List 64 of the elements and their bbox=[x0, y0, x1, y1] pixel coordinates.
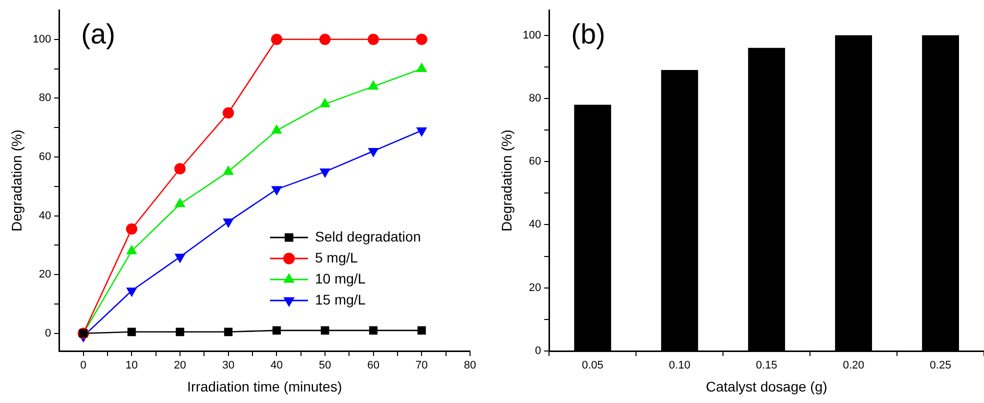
point bbox=[272, 186, 282, 195]
legend-label: 10 mg/L bbox=[315, 270, 366, 286]
point bbox=[368, 148, 378, 157]
y-tick-label: 80 bbox=[528, 92, 542, 104]
x-tick-label: 0.25 bbox=[930, 360, 952, 372]
x-tick-label: 60 bbox=[367, 360, 380, 372]
x-tick-label: 0.20 bbox=[842, 360, 864, 372]
x-tick-label: 0.15 bbox=[756, 360, 778, 372]
x-tick-label: 0.05 bbox=[582, 360, 604, 372]
x-tick-label: 0 bbox=[80, 360, 86, 372]
point bbox=[271, 34, 282, 46]
x-tick-label: 30 bbox=[222, 360, 234, 372]
legend-label: Seld degradation bbox=[315, 228, 421, 244]
point bbox=[416, 127, 427, 136]
point bbox=[224, 328, 233, 336]
y-axis-title: Degradation (%) bbox=[8, 130, 24, 232]
point bbox=[417, 326, 426, 335]
x-tick-label: 50 bbox=[318, 360, 332, 372]
point bbox=[272, 124, 282, 134]
y-tick-label: 60 bbox=[38, 151, 52, 164]
point bbox=[174, 163, 186, 174]
point bbox=[126, 223, 138, 235]
point bbox=[416, 34, 428, 46]
point bbox=[127, 328, 136, 336]
x-axis-title: Catalyst dosage (g) bbox=[706, 378, 828, 394]
chart-title: (a) bbox=[81, 18, 116, 50]
y-tick-label: 40 bbox=[528, 218, 542, 231]
y-axis-title: Degradation (%) bbox=[498, 130, 514, 232]
legend-label: 5 mg/L bbox=[315, 249, 358, 266]
x-tick-label: 20 bbox=[174, 360, 186, 372]
point bbox=[272, 326, 281, 335]
y-tick-label: 40 bbox=[38, 210, 52, 222]
chart-title: (b) bbox=[571, 18, 606, 50]
y-tick-label: 100 bbox=[522, 29, 542, 42]
x-tick-label: 10 bbox=[126, 360, 138, 372]
point bbox=[369, 326, 378, 335]
point bbox=[223, 166, 234, 175]
point bbox=[222, 107, 234, 119]
point bbox=[320, 168, 330, 178]
y-tick-label: 80 bbox=[38, 92, 52, 104]
y-tick-label: 60 bbox=[528, 156, 542, 168]
y-tick-label: 20 bbox=[528, 282, 542, 294]
y-tick-label: 100 bbox=[32, 33, 52, 46]
y-tick-label: 0 bbox=[45, 327, 52, 340]
point bbox=[175, 254, 185, 263]
point bbox=[320, 326, 330, 335]
point bbox=[126, 288, 137, 296]
point bbox=[368, 34, 379, 46]
y-tick-label: 20 bbox=[38, 268, 52, 281]
point bbox=[368, 80, 378, 90]
point bbox=[176, 328, 184, 336]
x-tick-label: 80 bbox=[464, 360, 476, 372]
point bbox=[416, 63, 427, 72]
x-tick-label: 40 bbox=[270, 360, 283, 372]
point bbox=[319, 34, 331, 46]
point bbox=[175, 198, 185, 208]
x-tick-label: 0.10 bbox=[668, 360, 690, 372]
y-tick-label: 0 bbox=[535, 345, 542, 358]
x-tick-label: 70 bbox=[416, 360, 428, 372]
x-axis-title: Irradiation time (minutes) bbox=[187, 378, 342, 394]
point bbox=[223, 218, 234, 228]
point bbox=[320, 98, 330, 108]
point bbox=[126, 245, 137, 254]
legend-label: 15 mg/L bbox=[315, 291, 366, 308]
